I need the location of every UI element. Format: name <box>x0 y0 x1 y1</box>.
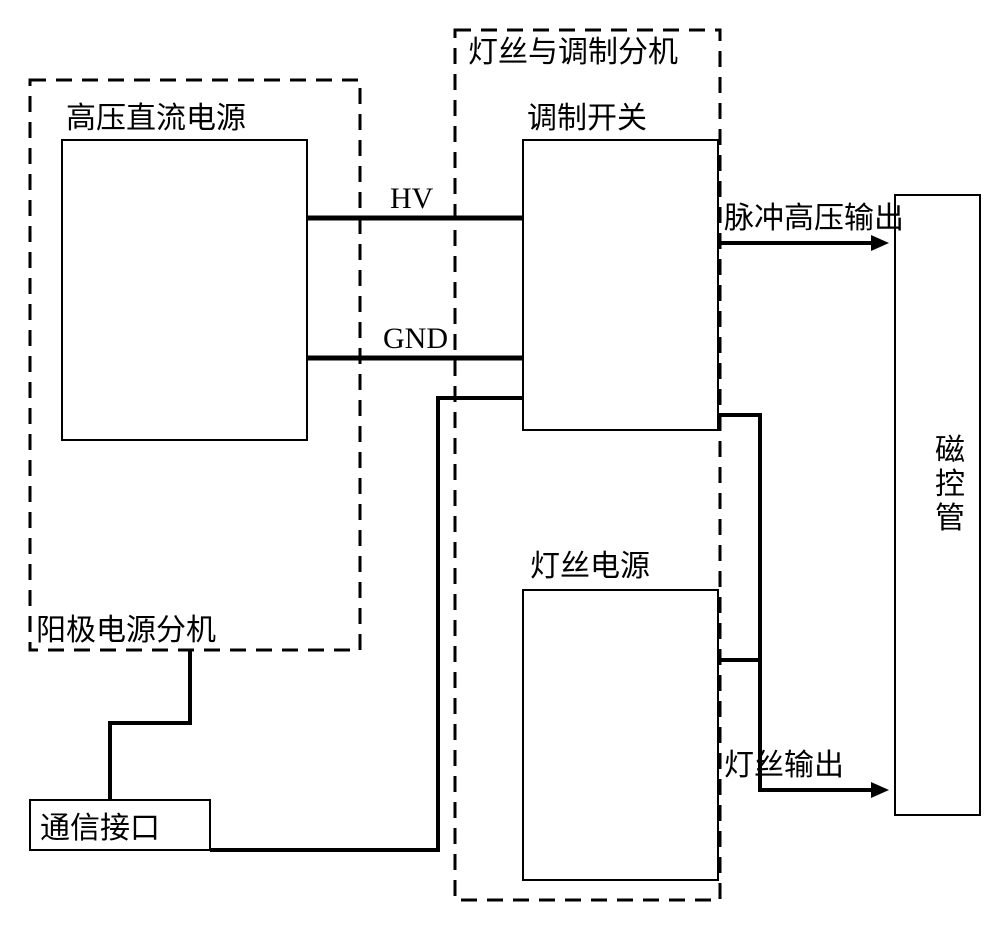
magnetron-label: 磁 <box>935 434 965 467</box>
hvps-box <box>62 140 307 440</box>
filament-unit-group <box>455 30 720 900</box>
mod-switch-label: 调制开关 <box>527 102 647 135</box>
wire-3 <box>718 415 871 790</box>
gnd-label: GND <box>383 322 448 355</box>
anode-unit-label: 阳极电源分机 <box>36 614 216 647</box>
anode-unit-group <box>30 80 360 650</box>
filament-ps-box <box>523 590 718 880</box>
mod-switch-box <box>523 140 718 430</box>
hv-label: HV <box>390 182 434 215</box>
filament-out-label: 灯丝输出 <box>724 749 844 782</box>
wire-6 <box>110 650 190 800</box>
magnetron-label: 控 <box>935 468 965 501</box>
filament-unit-label: 灯丝与调制分机 <box>468 36 678 69</box>
wire-5 <box>210 398 523 850</box>
pulse-out-label: 脉冲高压输出 <box>724 202 904 235</box>
comm-label: 通信接口 <box>40 812 160 845</box>
arrowhead-3 <box>871 782 889 798</box>
diagram-canvas: 高压直流电源阳极电源分机通信接口 灯丝与调制分机调制开关灯丝电源 HV GND 脉冲高压… <box>0 0 1000 940</box>
hvps-title: 高压直流电源 <box>66 102 246 135</box>
magnetron-label: 管 <box>935 502 965 535</box>
arrowhead-2 <box>871 235 889 251</box>
filament-ps-label: 灯丝电源 <box>530 550 650 583</box>
